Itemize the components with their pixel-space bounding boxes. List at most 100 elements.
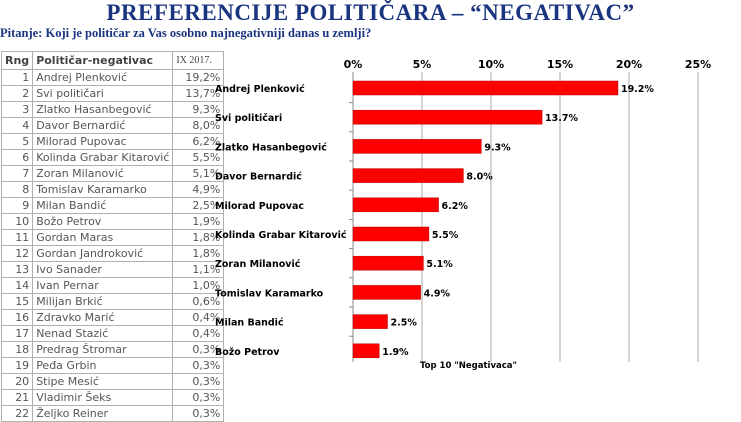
- cell-rank: 12: [0, 245, 34, 262]
- cell-rank: 2: [0, 85, 34, 102]
- table-row: 21 Vladimir Šeks 0,3%: [0, 389, 225, 406]
- cell-name: Davor Bernardić: [32, 117, 174, 134]
- cell-name: Milan Bandić: [32, 197, 174, 214]
- cell-rank: 4: [0, 117, 34, 134]
- x-tick-label: 20%: [616, 58, 642, 71]
- x-tick-label: 10%: [478, 58, 504, 71]
- cell-name: Peđa Grbin: [32, 357, 174, 374]
- data-label: 9.3%: [484, 142, 511, 153]
- cell-value: 1,9%: [172, 213, 225, 230]
- table-row: 7 Zoran Milanović 5,1%: [0, 165, 225, 182]
- header-politician: Političar-negativac: [32, 51, 174, 70]
- table-row: 11 Gordan Maras 1,8%: [0, 229, 225, 246]
- cell-name: Vladimir Šeks: [32, 389, 174, 406]
- cell-rank: 19: [0, 357, 34, 374]
- cell-name: Kolinda Grabar Kitarović: [32, 149, 174, 166]
- cell-rank: 9: [0, 197, 34, 214]
- cell-name: Ivan Pernar: [32, 277, 174, 294]
- cell-rank: 14: [0, 277, 34, 294]
- table-row: 6 Kolinda Grabar Kitarović 5,5%: [0, 149, 225, 166]
- cell-rank: 10: [0, 213, 34, 230]
- cell-value: 13,7%: [172, 85, 225, 102]
- cell-value: 0,4%: [172, 325, 225, 342]
- cell-value: 4,9%: [172, 181, 225, 198]
- table-row: 5 Milorad Pupovac 6,2%: [0, 133, 225, 150]
- table-row: 20 Stipe Mesić 0,3%: [0, 373, 225, 390]
- cell-rank: 18: [0, 341, 34, 358]
- bar: [352, 285, 421, 300]
- cell-rank: 11: [0, 229, 34, 246]
- bar: [352, 80, 619, 96]
- cell-rank: 8: [0, 181, 34, 198]
- cell-rank: 13: [0, 261, 34, 278]
- cell-value: 5,5%: [172, 149, 225, 166]
- ranking-table: Rng Političar-negativac IX 2017. 1 Andrej…: [0, 51, 225, 422]
- chart-title: Top 10 "Negativaca": [420, 361, 517, 371]
- table-row: 3 Zlatko Hasanbegović 9,3%: [0, 101, 225, 118]
- bar: [352, 343, 380, 359]
- cell-rank: 16: [0, 309, 34, 326]
- cell-name: Nenad Stazić: [32, 325, 174, 342]
- cell-name: Predrag Štromar: [32, 341, 174, 358]
- table-header-row: Rng Političar-negativac IX 2017.: [0, 51, 225, 70]
- bar: [352, 197, 439, 213]
- table-row: 8 Tomislav Karamarko 4,9%: [0, 181, 225, 198]
- cell-name: Gordan Maras: [32, 229, 174, 246]
- category-label: Svi političari: [215, 113, 282, 124]
- bar: [352, 109, 543, 125]
- cell-value: 0,6%: [172, 293, 225, 310]
- cell-value: 1,8%: [172, 229, 225, 246]
- bar-chart: 0% 5% 10% 15% 20% 25% Andrej Plenković 19.2% Svi…: [215, 58, 711, 362]
- cell-rank: 1: [0, 69, 34, 86]
- header-rank: Rng: [0, 51, 34, 70]
- page-title: PREFERENCIJE POLITIČARA – “NEGATIVAC”: [106, 0, 635, 25]
- cell-rank: 20: [0, 373, 34, 390]
- table-row: 10 Božo Petrov 1,9%: [0, 213, 225, 230]
- data-label: 8.0%: [466, 172, 493, 183]
- cell-rank: 17: [0, 325, 34, 342]
- table-row: 13 Ivo Sanader 1,1%: [0, 261, 225, 278]
- category-label: Milorad Pupovac: [215, 201, 304, 212]
- table-row: 22 Željko Reiner 0,3%: [0, 405, 225, 422]
- cell-value: 0,3%: [172, 405, 225, 422]
- cell-name: Tomislav Karamarko: [32, 181, 174, 198]
- x-tick-label: 15%: [547, 58, 573, 71]
- category-label: Tomislav Karamarko: [215, 288, 324, 299]
- table-row: 17 Nenad Stazić 0,4%: [0, 325, 225, 342]
- cell-value: 0,3%: [172, 373, 225, 390]
- category-label: Zlatko Hasanbegović: [215, 142, 327, 153]
- table-row: 16 Zdravko Marić 0,4%: [0, 309, 225, 326]
- table-row: 15 Milijan Brkić 0,6%: [0, 293, 225, 310]
- bar: [352, 168, 464, 183]
- category-label: Zoran Milanović: [215, 259, 301, 270]
- category-label: Božo Petrov: [215, 347, 280, 358]
- category-label: Milan Bandić: [215, 318, 284, 329]
- data-label: 13.7%: [545, 113, 578, 124]
- bar: [352, 314, 388, 329]
- table-row: 19 Peđa Grbin 0,3%: [0, 357, 225, 374]
- cell-name: Božo Petrov: [32, 213, 174, 230]
- cell-rank: 5: [0, 133, 34, 150]
- cell-name: Zdravko Marić: [32, 309, 174, 326]
- table-row: 2 Svi političari 13,7%: [0, 85, 225, 102]
- category-label: Davor Bernardić: [215, 172, 302, 183]
- table-row: 4 Davor Bernardić 8,0%: [0, 117, 225, 134]
- cell-value: 2,5%: [172, 197, 225, 214]
- cell-name: Andrej Plenković: [32, 69, 174, 86]
- x-tick-label: 25%: [685, 58, 711, 71]
- bar: [352, 255, 424, 271]
- cell-rank: 22: [0, 405, 34, 422]
- cell-rank: 21: [0, 389, 34, 406]
- table-row: 18 Predrag Štromar 0,3%: [0, 341, 225, 358]
- data-label: 6.2%: [442, 201, 469, 212]
- data-label: 4.9%: [424, 288, 451, 299]
- cell-value: 0,4%: [172, 309, 225, 326]
- cell-rank: 7: [0, 165, 34, 182]
- table-row: 9 Milan Bandić 2,5%: [0, 197, 225, 214]
- cell-name: Milorad Pupovac: [32, 133, 174, 150]
- table-row: 14 Ivan Pernar 1,0%: [0, 277, 225, 294]
- data-label: 2.5%: [391, 318, 418, 329]
- x-tick-label: 5%: [413, 58, 432, 71]
- cell-rank: 6: [0, 149, 34, 166]
- cell-name: Gordan Jandroković: [32, 245, 174, 262]
